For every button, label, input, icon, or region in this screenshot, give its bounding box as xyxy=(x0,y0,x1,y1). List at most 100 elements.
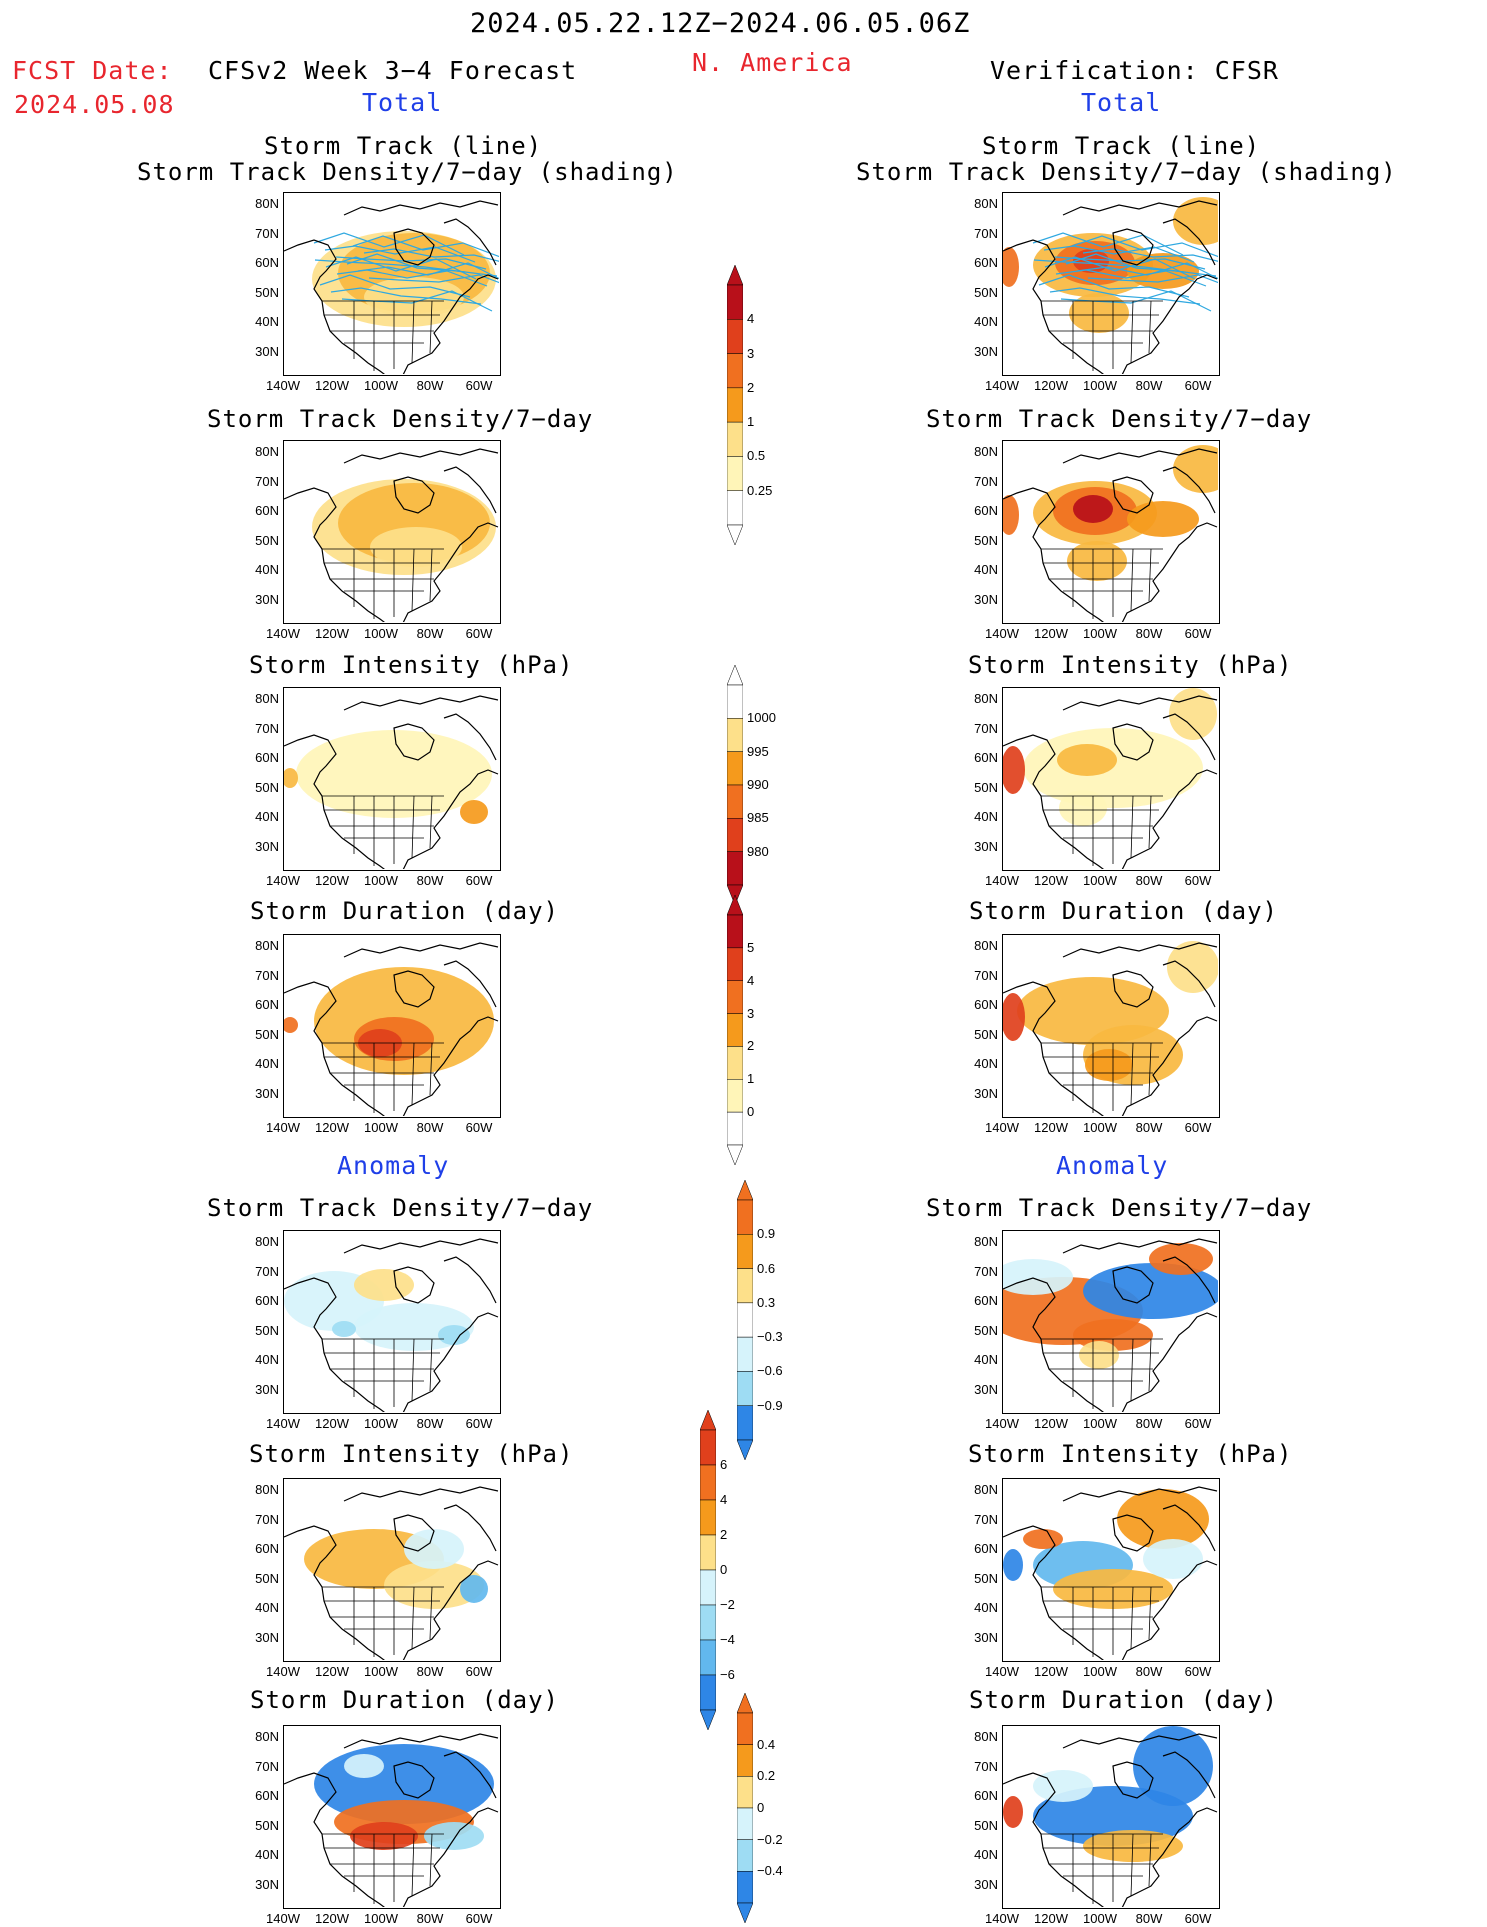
lon-tick-label: 80W xyxy=(1135,1120,1163,1135)
lat-tick-label: 50N xyxy=(974,1570,998,1586)
lat-tick-label: 80N xyxy=(255,1729,279,1744)
storm-track-line xyxy=(324,245,476,263)
colorbar-intensity-total: 1000 995 990 985 980 xyxy=(726,664,787,906)
colorbar-swatch xyxy=(736,1336,754,1372)
colorbar-label: 0.5 xyxy=(747,448,766,464)
map-density-anom-cfsr xyxy=(1002,1230,1220,1414)
lon-tick-label: 140W xyxy=(985,1416,1019,1431)
colorbar-label: 0.6 xyxy=(757,1260,776,1276)
lat-tick-label: 40N xyxy=(974,562,998,577)
colorbar-label: 990 xyxy=(747,777,769,792)
colorbar-label: 0.4 xyxy=(757,1736,776,1752)
shading-cell xyxy=(1003,1796,1023,1828)
colorbar-duration-anom: 0.4 0.2 0 −0.2 −0.4 xyxy=(736,1692,797,1924)
storm-track-line xyxy=(1049,287,1201,305)
colorbar-swatch xyxy=(726,980,744,1014)
lon-tick-label: 140W xyxy=(266,1416,300,1431)
lon-tick-label: 140W xyxy=(266,873,300,888)
lat-tick-label: 50N xyxy=(255,284,279,300)
coastline xyxy=(284,1486,499,1660)
lat-tick-label: 80N xyxy=(974,444,998,459)
panel-title-track-left-2: Storm Track Density/7−day (shading) xyxy=(137,158,678,186)
colorbar-swatch xyxy=(736,1807,754,1840)
shading-cell xyxy=(438,1325,470,1345)
map-duration-anom-forecast xyxy=(283,1725,501,1909)
colorbar-swatch xyxy=(726,684,744,719)
storm-track-line xyxy=(336,269,488,287)
lon-tick-label: 120W xyxy=(1034,1120,1068,1135)
shading-cell xyxy=(1133,1726,1213,1806)
coastline xyxy=(1003,200,1218,374)
storm-track-line xyxy=(1038,274,1190,298)
lon-tick-label: 140W xyxy=(985,1120,1019,1135)
lon-tick-label: 80W xyxy=(416,1120,444,1135)
colorbar-label: 3 xyxy=(747,1005,755,1021)
lon-tick-label: 140W xyxy=(266,626,300,641)
panel-title-duration-anom-left: Storm Duration (day) xyxy=(250,1686,559,1714)
lon-tick-label: 140W xyxy=(985,626,1019,641)
lat-tick-label: 40N xyxy=(974,1352,998,1367)
state-borders xyxy=(322,548,444,619)
shading-cell xyxy=(370,527,462,567)
verification-anomaly-label: Anomaly xyxy=(1056,1151,1169,1180)
lat-tick-label: 70N xyxy=(255,225,279,241)
lat-tick-label: 60N xyxy=(255,750,279,765)
lat-tick-label: 80N xyxy=(255,444,279,459)
colorbar-swatch xyxy=(699,1429,717,1466)
lat-tick-label: 30N xyxy=(255,1876,279,1892)
lat-tick-label: 70N xyxy=(255,1263,279,1279)
lon-tick-label: 60W xyxy=(465,873,493,888)
lat-tick-label: 40N xyxy=(255,562,279,577)
state-borders xyxy=(1041,300,1163,371)
lon-tick-label: 100W xyxy=(364,1911,398,1926)
colorbar-label: 1 xyxy=(747,1071,755,1087)
colorbar-swatch xyxy=(699,1499,717,1536)
lon-tick-label: 100W xyxy=(1083,1416,1117,1431)
lat-tick-label: 60N xyxy=(255,255,279,270)
colorbar-swatch xyxy=(736,1839,754,1872)
colorbar-label: −0.6 xyxy=(757,1363,783,1379)
lat-tick-label: 70N xyxy=(974,1263,998,1279)
colorbar-swatch xyxy=(726,353,744,389)
colorbar-duration-total: 5 4 3 2 1 0 xyxy=(726,894,787,1166)
lon-tick-label: 120W xyxy=(315,626,349,641)
storm-track-line xyxy=(1043,245,1195,263)
lon-tick-label: 60W xyxy=(1184,1664,1212,1679)
lon-tick-label: 120W xyxy=(1034,873,1068,888)
colorbar-swatch xyxy=(726,319,744,354)
shading-cell xyxy=(1033,1770,1093,1802)
shading-cell xyxy=(284,1017,298,1033)
lon-tick-label: 120W xyxy=(315,873,349,888)
shading-cell xyxy=(1003,746,1025,794)
lon-tick-label: 80W xyxy=(416,378,444,393)
map-track-forecast xyxy=(283,192,501,376)
shading-cell xyxy=(1173,197,1218,245)
storm-track-line xyxy=(341,290,493,312)
colorbar-swatch xyxy=(736,1371,754,1406)
map-duration-cfsr xyxy=(1002,934,1220,1118)
forecast-total-label: Total xyxy=(362,88,443,117)
lat-tick-label: 40N xyxy=(255,314,279,329)
state-borders xyxy=(1041,1833,1163,1904)
fcst-date-label: FCST Date: xyxy=(12,56,173,85)
storm-track-line xyxy=(319,274,471,298)
colorbar-label: 0.3 xyxy=(757,1294,776,1310)
lon-tick-label: 80W xyxy=(1135,1664,1163,1679)
coastline xyxy=(284,1238,499,1412)
lon-tick-label: 60W xyxy=(1184,626,1212,641)
colorbar-swatch xyxy=(736,1871,754,1904)
colorbar-swatch xyxy=(726,1013,744,1047)
colorbar-swatch xyxy=(699,1464,717,1501)
lat-tick-label: 60N xyxy=(255,997,279,1012)
colorbar-swatch xyxy=(736,1744,754,1777)
colorbar-swatch xyxy=(699,1604,717,1641)
colorbar-label: 0 xyxy=(720,1562,728,1577)
lon-tick-label: 120W xyxy=(315,1911,349,1926)
period-title: 2024.05.22.12Z−2024.06.05.06Z xyxy=(470,8,971,39)
colorbar-swatch xyxy=(726,387,744,423)
map-duration-forecast xyxy=(283,934,501,1118)
lon-tick-label: 120W xyxy=(1034,626,1068,641)
lon-tick-label: 60W xyxy=(465,1664,493,1679)
colorbar-label: 995 xyxy=(747,743,769,759)
colorbar-swatch xyxy=(726,1079,744,1113)
